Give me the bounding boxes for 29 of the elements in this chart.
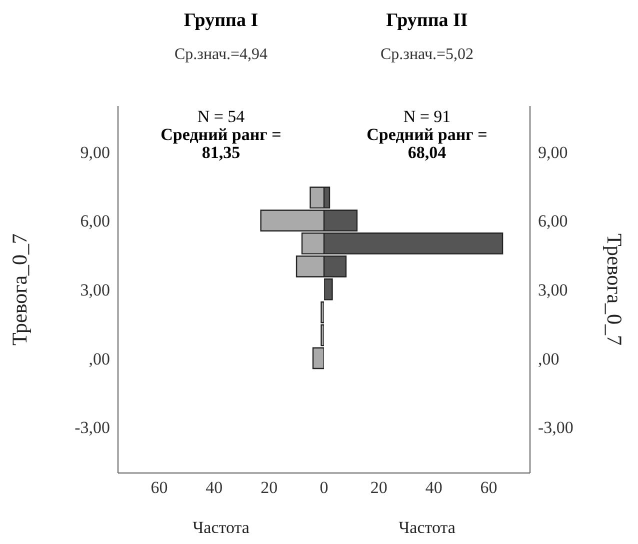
annotation: Средний ранг = 68,04 [366,125,488,162]
y-tick-label: -3,00 [74,418,110,438]
y-tick-label: ,00 [88,349,110,368]
x-tick-label: 40 [206,478,223,498]
x-tick-label: 20 [370,478,388,498]
x-tick-label: 0 [320,478,328,498]
y-tick-label: 6,00 [80,212,110,231]
y-tick-label: 3,00 [538,280,568,300]
annotation: N = 54 [196,107,246,126]
y-axis-title: Тревога_0_7 [7,233,32,346]
chart-subtitle: Ср.знач.=4,94 [173,46,269,64]
chart-title: Группа I [182,10,260,32]
x-axis-title: Частота [192,518,250,537]
chart-subtitle: Ср.знач.=5,02 [379,46,475,64]
y-tick-label: 6,00 [538,212,568,231]
annotation: N = 91 [402,107,452,126]
annotation: Средний ранг = 81,35 [160,125,282,162]
y-tick-label: 3,00 [80,280,110,300]
x-tick-label: 60 [480,478,498,498]
y-axis-title: Тревога_0_7 [602,233,627,346]
x-tick-label: 40 [425,478,442,498]
x-tick-label: 20 [260,478,278,498]
y-tick-label: -3,00 [538,418,574,438]
y-tick-label: 9,00 [80,142,110,162]
x-tick-label: 60 [150,478,168,498]
y-tick-label: ,00 [538,349,560,368]
x-axis-title: Частота [398,518,456,537]
chart-title: Группа II [385,10,469,32]
y-tick-label: 9,00 [538,142,568,162]
